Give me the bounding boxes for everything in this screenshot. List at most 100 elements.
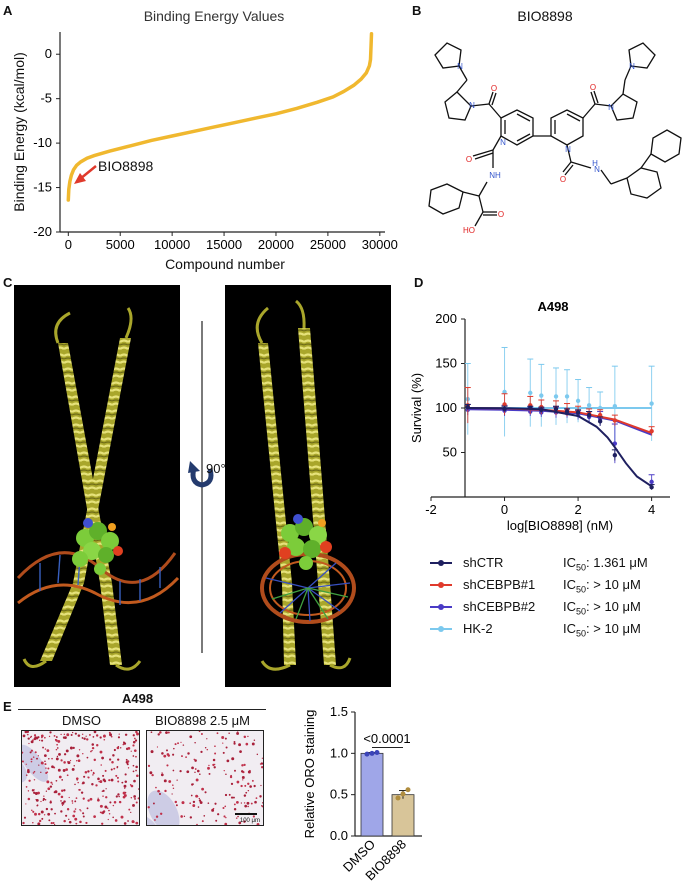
lipid-droplet <box>42 746 44 749</box>
lipid-droplet <box>42 799 45 802</box>
panel-letter-c: C <box>3 275 13 290</box>
lipid-droplet <box>108 779 111 782</box>
lipid-droplet <box>152 802 155 805</box>
lipid-droplet <box>71 767 75 771</box>
lipid-droplet <box>25 763 27 765</box>
lipid-droplet <box>56 747 59 749</box>
lipid-droplet <box>82 753 84 755</box>
svg-text:NH: NH <box>489 171 501 180</box>
lipid-droplet <box>192 800 196 804</box>
lipid-droplet <box>174 800 178 804</box>
lipid-droplet <box>193 758 196 761</box>
lipid-droplet <box>57 739 61 743</box>
lipid-droplet <box>156 746 159 748</box>
lipid-droplet <box>246 801 250 805</box>
lipid-droplet <box>26 733 29 736</box>
x-tick-label: 4 <box>648 502 655 517</box>
lipid-droplet <box>215 819 218 822</box>
lipid-droplet <box>127 820 129 822</box>
chart-title: A498 <box>537 299 568 314</box>
lipid-droplet <box>22 734 26 738</box>
lipid-droplet <box>150 750 154 754</box>
lipid-droplet <box>186 770 190 774</box>
lipid-droplet <box>65 768 68 771</box>
svg-text:O: O <box>498 210 504 219</box>
lipid-droplet <box>123 822 127 825</box>
lipid-droplet <box>196 823 198 825</box>
lipid-droplet <box>22 760 24 763</box>
lipid-droplet <box>66 808 70 811</box>
data-point <box>575 410 581 415</box>
lipid-droplet <box>159 812 163 815</box>
lipid-droplet <box>165 749 169 752</box>
lipid-droplet <box>110 735 113 738</box>
lipid-droplet <box>135 769 137 772</box>
data-point <box>649 485 654 490</box>
lipid-droplet <box>124 733 128 736</box>
lipid-droplet <box>99 811 102 814</box>
lipid-droplet <box>37 755 39 757</box>
lipid-droplet <box>166 764 169 767</box>
lipid-droplet <box>212 807 215 810</box>
lipid-droplet <box>96 744 99 747</box>
lipid-droplet <box>150 731 153 734</box>
lipid-droplet <box>60 759 63 762</box>
lipid-droplet <box>249 785 252 788</box>
lipid-droplet <box>115 774 118 777</box>
lipid-droplet <box>27 797 31 801</box>
lipid-droplet <box>102 734 106 738</box>
lipid-droplet <box>133 749 137 752</box>
lipid-droplet <box>55 757 59 761</box>
scale-bar-label: 100 μm <box>239 818 260 824</box>
lipid-droplet <box>22 751 24 754</box>
lipid-droplet <box>40 761 44 765</box>
lipid-droplet <box>40 800 42 803</box>
lipid-droplet <box>243 802 246 804</box>
lipid-droplet <box>60 795 64 799</box>
lipid-droplet <box>33 791 36 794</box>
lipid-droplet <box>104 769 107 772</box>
lipid-droplet <box>203 814 206 817</box>
lipid-droplet <box>213 766 216 769</box>
lipid-droplet <box>69 746 73 750</box>
svg-text:N: N <box>500 138 506 147</box>
lipid-droplet <box>137 797 139 800</box>
lipid-droplet <box>79 808 81 811</box>
lipid-droplet <box>135 801 138 804</box>
lipid-droplet <box>113 748 116 752</box>
lipid-droplet <box>101 790 103 792</box>
lipid-droplet <box>201 787 205 791</box>
lipid-droplet <box>110 778 114 782</box>
lipid-droplet <box>41 736 43 739</box>
data-point <box>612 452 618 458</box>
lipid-droplet <box>32 822 34 824</box>
data-point <box>649 401 654 406</box>
svg-text:N: N <box>457 62 463 71</box>
lipid-droplet <box>57 768 61 772</box>
y-tick-label: 1.5 <box>330 704 348 719</box>
lipid-droplet <box>88 733 91 736</box>
lipid-droplet <box>134 737 136 740</box>
lipid-droplet <box>154 819 156 821</box>
data-point <box>564 409 570 414</box>
data-point <box>502 402 507 407</box>
lipid-droplet <box>79 820 82 824</box>
lipid-droplet <box>128 808 131 811</box>
lipid-droplet <box>204 746 207 749</box>
y-tick-label: 50 <box>443 445 457 460</box>
lipid-droplet <box>132 803 135 807</box>
data-point <box>575 398 581 404</box>
lipid-droplet <box>251 742 255 746</box>
p-value-label: <0.0001 <box>363 731 410 746</box>
lipid-droplet <box>76 754 80 758</box>
svg-text:O: O <box>560 175 566 184</box>
data-point <box>465 404 470 410</box>
lipid-droplet <box>247 789 250 792</box>
lipid-droplet <box>132 764 135 767</box>
lipid-droplet <box>253 739 256 742</box>
lipid-droplet <box>48 819 51 822</box>
lipid-droplet <box>131 820 135 824</box>
lipid-droplet <box>31 809 33 812</box>
lipid-droplet <box>91 743 95 746</box>
lipid-droplet <box>74 800 77 803</box>
